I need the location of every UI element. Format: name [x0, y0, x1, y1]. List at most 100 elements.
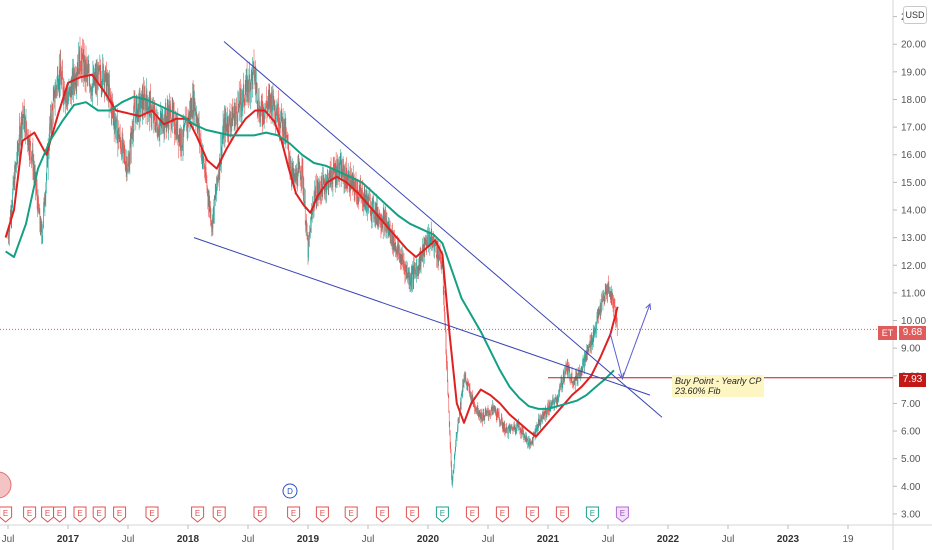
candle-body [96, 74, 98, 83]
candle-body [109, 84, 110, 94]
candle-body [228, 114, 230, 133]
earnings-marker[interactable]: E [615, 506, 629, 523]
candle-body [331, 176, 332, 178]
candle-body [538, 421, 540, 424]
candle-body [40, 223, 42, 229]
candle-body [121, 150, 122, 157]
candle-body [173, 111, 175, 131]
earnings-marker[interactable]: E [23, 506, 37, 523]
earnings-marker-label: E [620, 509, 625, 518]
candle-body [31, 156, 33, 158]
earnings-marker[interactable]: E [212, 506, 226, 523]
earnings-marker[interactable]: E [585, 506, 599, 523]
candle-body [521, 430, 522, 435]
candle-body [257, 105, 258, 109]
earnings-marker[interactable]: E [253, 506, 267, 523]
candle-body [118, 138, 120, 142]
candle-body [613, 299, 614, 309]
candle-body [491, 406, 492, 411]
earnings-marker[interactable]: E [555, 506, 569, 523]
candle-body [193, 90, 194, 115]
candle-body [494, 407, 496, 411]
candle-body [126, 161, 127, 175]
candle-body [594, 328, 596, 333]
candle-body [149, 97, 151, 118]
candle-body [319, 188, 321, 194]
candle-body [391, 241, 392, 245]
earnings-marker-label: E [149, 509, 154, 518]
candle-body [571, 373, 572, 381]
candle-body [508, 427, 510, 428]
earnings-marker[interactable]: E [53, 506, 67, 523]
earnings-marker[interactable]: E [525, 506, 539, 523]
candle-body [278, 124, 280, 127]
currency-label[interactable]: USD [903, 6, 927, 24]
earnings-marker[interactable]: E [405, 506, 419, 523]
candle-body [43, 207, 44, 222]
candle-body [359, 186, 361, 191]
earnings-marker[interactable]: E [465, 506, 479, 523]
candle-body [587, 347, 589, 351]
candle-body [525, 439, 527, 441]
candle-body [543, 413, 544, 419]
candle-body [163, 131, 164, 132]
earnings-marker[interactable]: E [113, 506, 127, 523]
candle-body [304, 202, 305, 204]
earnings-marker[interactable]: E [41, 506, 55, 523]
earnings-marker-shape [465, 506, 479, 523]
candle-body [394, 245, 396, 249]
candle-body [509, 428, 511, 432]
candle-body [28, 136, 29, 145]
candle-body [361, 190, 363, 191]
earnings-marker[interactable]: E [287, 506, 301, 523]
candle-body [406, 270, 408, 276]
candle-body [206, 181, 208, 189]
candle-body [270, 100, 272, 112]
candle-body [360, 186, 361, 191]
earnings-marker[interactable]: E [145, 506, 159, 523]
earnings-marker[interactable]: E [191, 506, 205, 523]
y-tick-label: 19.00 [901, 67, 926, 78]
candle-body [222, 138, 223, 143]
candle-body [458, 418, 460, 421]
earnings-marker[interactable]: E [92, 506, 106, 523]
candle-body [399, 253, 401, 255]
candle-body [598, 310, 600, 314]
candle-body [87, 69, 89, 74]
candle-body [372, 199, 373, 203]
candle-body [46, 161, 48, 176]
candle-body [120, 140, 121, 149]
y-tick-label: 13.00 [901, 233, 926, 244]
candle-body [504, 432, 506, 433]
candle-body [516, 423, 518, 426]
candle-body [435, 241, 437, 248]
candle-body [106, 68, 107, 94]
earnings-marker[interactable]: E [435, 506, 449, 523]
dividend-marker[interactable]: D [282, 483, 298, 499]
candle-body [22, 115, 24, 117]
earnings-marker[interactable]: E [495, 506, 509, 523]
candle-body [485, 412, 487, 414]
candle-body [210, 208, 211, 222]
candle-body [405, 266, 407, 268]
candle-body [255, 81, 257, 89]
earnings-marker[interactable]: E [375, 506, 389, 523]
candle-body [382, 222, 384, 229]
candle-body [370, 211, 372, 215]
x-tick-label: Jul [242, 534, 255, 545]
earnings-marker[interactable]: E [73, 506, 87, 523]
candle-body [220, 162, 221, 170]
candle-body [52, 99, 54, 118]
candle-body [232, 116, 234, 126]
candle-body [166, 117, 168, 125]
candle-body [409, 275, 411, 285]
candle-body [425, 243, 427, 247]
candle-body [180, 133, 181, 147]
earnings-marker[interactable]: E [315, 506, 329, 523]
earnings-marker[interactable]: E [0, 506, 13, 523]
candle-body [475, 408, 476, 410]
earnings-marker[interactable]: E [344, 506, 358, 523]
candle-body [558, 393, 559, 399]
candle-body [246, 76, 248, 98]
